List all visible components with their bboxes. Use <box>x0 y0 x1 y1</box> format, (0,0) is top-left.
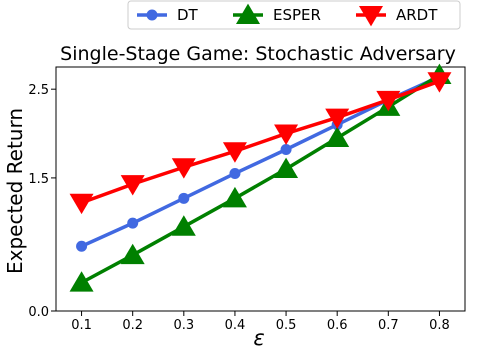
y-tick-label: 0.0 <box>28 305 49 320</box>
legend-label: ESPER <box>273 6 321 24</box>
y-tick-label: 1.5 <box>28 172 49 187</box>
series-layer <box>69 63 452 292</box>
legend-marker <box>146 9 158 21</box>
x-axis-label: ε <box>253 326 264 349</box>
x-tick-label: 0.3 <box>173 318 194 333</box>
data-point <box>280 144 292 156</box>
data-point <box>274 124 299 145</box>
data-point <box>427 72 452 93</box>
y-axis-label: Expected Return <box>3 108 27 274</box>
legend-item-dt: DT <box>137 6 199 24</box>
data-point <box>120 175 145 196</box>
legend-label: DT <box>177 6 199 24</box>
x-tick-label: 0.2 <box>122 318 143 333</box>
x-tick-label: 0.1 <box>71 318 92 333</box>
data-point <box>222 186 247 208</box>
data-point <box>171 158 196 179</box>
plot-area <box>55 66 466 312</box>
series-line <box>80 79 441 205</box>
x-tick-label: 0.7 <box>378 318 399 333</box>
legend: DT ESPER ARDT <box>127 0 461 30</box>
data-point <box>325 126 350 147</box>
x-tick-label: 0.6 <box>327 318 348 333</box>
legend-item-esper: ESPER <box>233 3 321 24</box>
data-point <box>171 215 196 236</box>
y-axis: 0.0 1.5 2.5 <box>28 83 56 320</box>
data-point <box>127 217 139 229</box>
x-tick-label: 0.8 <box>429 318 450 333</box>
x-tick-label: 0.4 <box>225 318 246 333</box>
series-ardt <box>69 72 452 215</box>
x-tick-label: 0.5 <box>276 318 297 333</box>
data-point <box>69 193 94 215</box>
data-point <box>120 243 145 265</box>
data-point <box>69 271 94 292</box>
data-point <box>222 142 247 163</box>
chart-title: Single-Stage Game: Stochastic Adversary <box>60 43 456 65</box>
data-point <box>229 167 241 179</box>
x-axis: 0.1 0.2 0.3 0.4 0.5 0.6 0.7 0.8 <box>71 311 450 333</box>
data-point <box>274 157 299 179</box>
legend-label: ARDT <box>396 6 438 24</box>
legend-item-ardt: ARDT <box>356 6 438 27</box>
data-point <box>376 90 401 112</box>
legend-marker <box>236 3 260 24</box>
data-point <box>325 108 350 129</box>
data-point <box>76 240 88 252</box>
y-tick-label: 2.5 <box>28 83 49 98</box>
legend-marker <box>359 6 383 27</box>
data-point <box>178 192 190 204</box>
